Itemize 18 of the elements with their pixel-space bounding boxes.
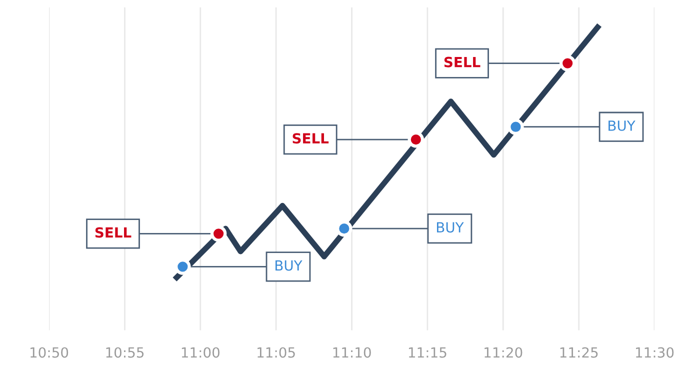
x-tick-label: 11:25 [560, 347, 598, 358]
x-tick-label: 11:30 [636, 347, 674, 358]
point [508, 118, 524, 135]
annotation: SELL [292, 133, 329, 144]
annotation: SELL [444, 56, 480, 68]
annotation: BUY [276, 260, 302, 271]
x-tick-label: 11:20 [484, 347, 522, 358]
x-tick-label: 11:05 [258, 347, 295, 358]
point [559, 55, 576, 72]
annotation: BUY [436, 222, 464, 233]
x-tick-label: 10:50 [30, 347, 68, 358]
x-tick-label: 11:10 [333, 347, 371, 358]
annotation: BUY [608, 120, 636, 131]
x-tick-label: 11:00 [182, 347, 220, 358]
x-tick-label: 11:15 [408, 347, 446, 358]
point [210, 226, 227, 242]
annotation: SELL [95, 227, 132, 238]
x-tick-label: 10:55 [106, 347, 144, 358]
